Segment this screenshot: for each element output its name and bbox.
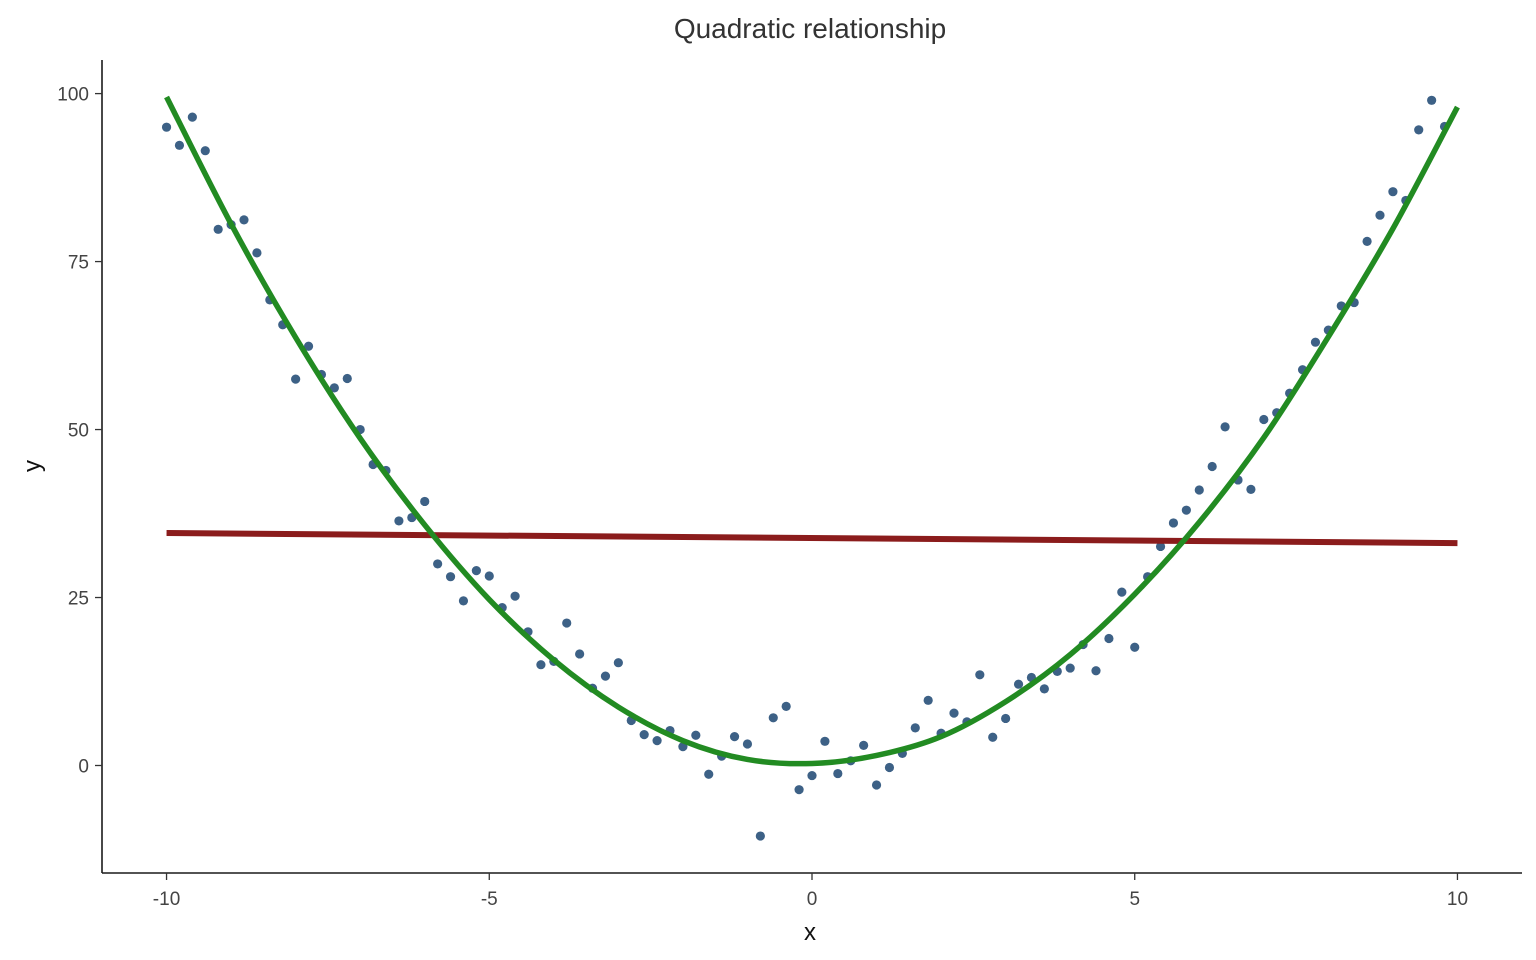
data-point	[252, 248, 262, 258]
data-point	[575, 649, 585, 659]
data-point	[394, 516, 404, 526]
data-point	[1427, 95, 1437, 105]
data-point	[445, 572, 456, 582]
data-point	[1065, 663, 1075, 673]
data-point	[729, 732, 740, 742]
data-point	[923, 695, 933, 705]
data-point	[1013, 679, 1024, 689]
plot-area	[161, 95, 1460, 841]
data-point	[1117, 587, 1127, 597]
data-point	[975, 670, 985, 680]
data-point	[1181, 505, 1191, 515]
data-point	[1130, 642, 1140, 652]
data-point	[1246, 484, 1256, 494]
data-point	[820, 736, 830, 746]
data-point	[1155, 541, 1166, 552]
data-point	[1375, 210, 1385, 220]
data-point	[536, 660, 546, 670]
data-point	[833, 768, 843, 779]
data-point	[458, 596, 469, 606]
data-point	[704, 769, 714, 779]
data-point	[1310, 337, 1321, 347]
data-point	[755, 831, 765, 841]
data-point	[910, 723, 920, 733]
data-point	[949, 708, 959, 718]
y-tick-label: 25	[68, 589, 89, 610]
data-point	[433, 559, 443, 569]
linear-fit-line	[166, 530, 1458, 547]
chart-title: Quadratic relationship	[674, 13, 946, 44]
x-tick-label: 5	[1129, 889, 1140, 910]
x-tick-label: -5	[481, 889, 498, 910]
data-point	[742, 739, 753, 749]
x-axis-title: x	[804, 919, 816, 946]
data-point	[174, 140, 185, 150]
data-point	[1414, 125, 1424, 135]
data-point	[1207, 461, 1217, 472]
data-point	[562, 618, 572, 628]
quadratic-fit-curve	[164, 95, 1460, 767]
x-tick-label: 10	[1447, 889, 1468, 910]
data-point	[807, 770, 817, 781]
y-tick-label: 75	[68, 253, 89, 274]
data-point	[471, 566, 481, 576]
data-point	[239, 215, 249, 225]
data-point	[884, 762, 895, 773]
data-point	[291, 374, 301, 384]
data-point	[329, 383, 339, 393]
data-point	[652, 736, 662, 746]
data-point	[510, 591, 520, 601]
data-point	[781, 701, 791, 711]
data-point	[1194, 485, 1204, 495]
points-series	[161, 95, 1450, 841]
y-tick-label: 50	[68, 421, 89, 442]
data-point	[161, 122, 172, 132]
data-point	[1091, 666, 1101, 676]
data-point	[200, 146, 210, 156]
data-point	[639, 729, 649, 740]
data-point	[1104, 633, 1114, 644]
data-point	[768, 713, 778, 723]
data-point	[1259, 414, 1269, 425]
data-point	[1362, 236, 1372, 247]
x-tick-label: 0	[807, 889, 818, 910]
y-tick-label: 0	[78, 756, 89, 777]
data-point	[303, 341, 314, 351]
data-point	[600, 671, 611, 681]
data-point	[613, 658, 623, 668]
data-point	[859, 740, 869, 750]
data-point	[484, 571, 494, 581]
data-point	[1388, 187, 1398, 197]
data-point	[342, 373, 352, 384]
data-point	[187, 112, 197, 122]
data-point	[691, 730, 701, 740]
data-point	[420, 496, 430, 507]
data-point	[871, 780, 882, 790]
data-point	[1168, 518, 1179, 528]
data-point	[1220, 422, 1230, 432]
data-point	[213, 224, 223, 234]
data-point	[794, 785, 804, 795]
y-axis-title: y	[19, 460, 46, 472]
data-point	[988, 732, 998, 742]
data-point	[1001, 713, 1011, 724]
data-point	[1039, 684, 1049, 694]
y-tick-label: 100	[57, 85, 89, 106]
x-tick-label: -10	[153, 889, 180, 910]
